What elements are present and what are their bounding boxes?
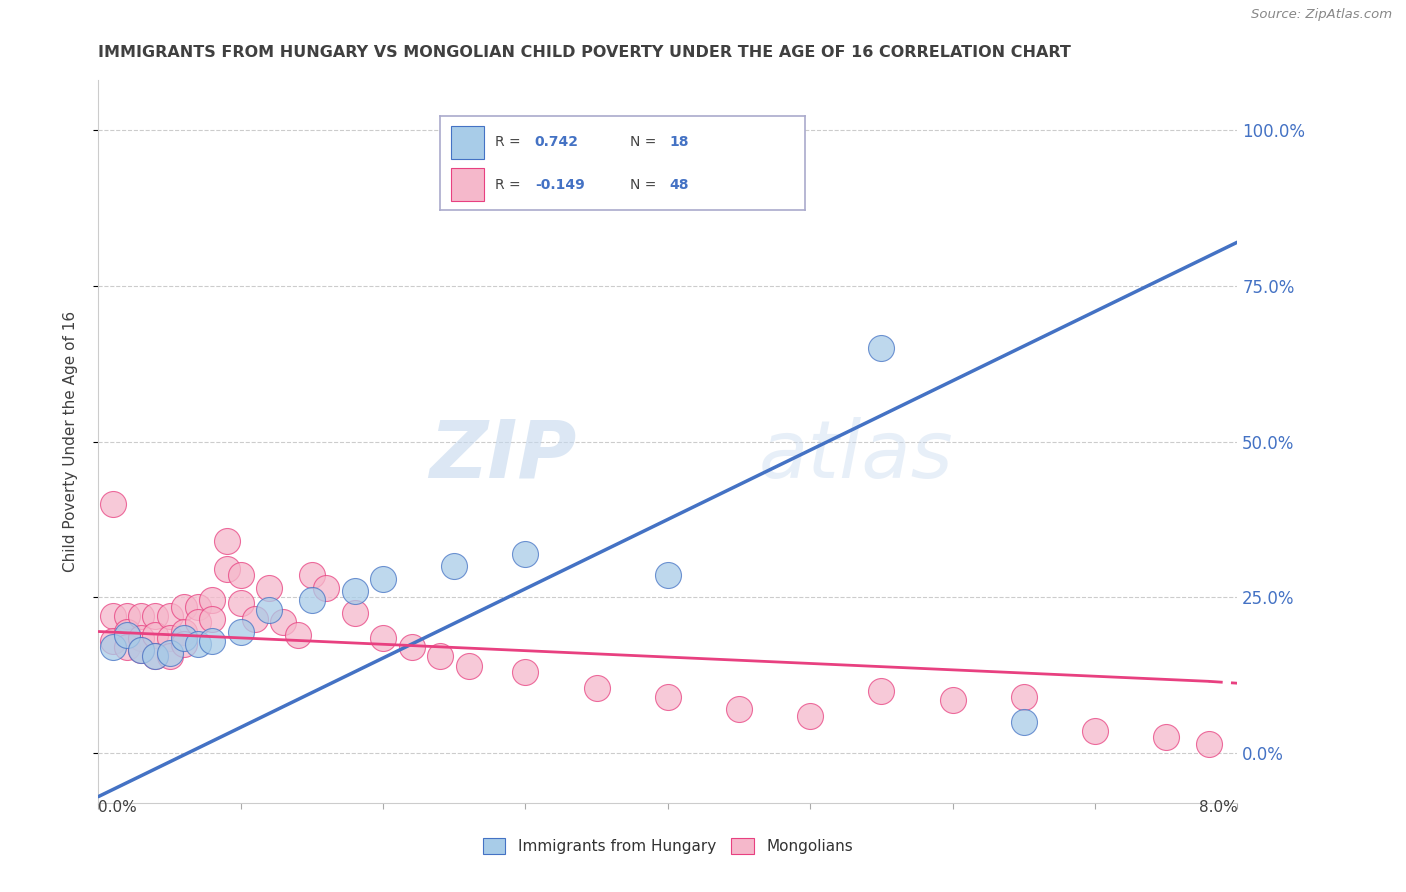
Point (129, 643, 152, 657)
Point (1198, 737, 1220, 751)
Point (159, 631, 181, 645)
Point (1012, 714, 1035, 729)
Point (287, 627, 309, 641)
Point (187, 615, 209, 630)
Point (401, 640, 423, 654)
Point (429, 649, 451, 664)
Point (201, 633, 224, 648)
Point (115, 624, 138, 639)
Point (259, 603, 281, 617)
Text: IMMIGRANTS FROM HUNGARY VS MONGOLIAN CHILD POVERTY UNDER THE AGE OF 16 CORRELATI: IMMIGRANTS FROM HUNGARY VS MONGOLIAN CHI… (98, 45, 1071, 60)
Point (201, 593, 224, 607)
Point (371, 572, 394, 586)
Point (145, 609, 167, 624)
Point (457, 658, 479, 673)
Point (145, 627, 167, 641)
Point (145, 649, 167, 664)
Text: 8.0%: 8.0% (1198, 800, 1237, 815)
Point (515, 665, 537, 679)
Point (301, 568, 323, 582)
Point (129, 609, 152, 624)
Point (301, 593, 323, 607)
Point (870, 683, 893, 698)
Point (215, 562, 238, 576)
Point (657, 568, 679, 582)
Point (201, 612, 224, 626)
Point (371, 631, 394, 645)
Point (101, 609, 124, 624)
Point (129, 643, 152, 657)
Point (1084, 724, 1107, 739)
Point (173, 624, 195, 639)
Y-axis label: Child Poverty Under the Age of 16: Child Poverty Under the Age of 16 (63, 311, 77, 572)
Point (799, 708, 821, 723)
Point (343, 584, 366, 599)
Point (187, 637, 209, 651)
Point (173, 631, 195, 645)
Point (585, 681, 607, 695)
Point (229, 624, 252, 639)
Point (173, 599, 195, 614)
Point (159, 646, 181, 660)
Point (515, 547, 537, 561)
Point (273, 615, 295, 630)
Point (870, 341, 893, 355)
Point (129, 631, 152, 645)
Point (728, 702, 751, 716)
Point (1154, 731, 1177, 745)
Point (187, 599, 209, 614)
Point (315, 581, 337, 595)
Point (343, 606, 366, 620)
Point (215, 534, 238, 549)
Point (115, 609, 138, 624)
Point (243, 612, 266, 626)
Text: atlas: atlas (759, 417, 953, 495)
Point (1012, 690, 1035, 704)
Point (259, 581, 281, 595)
Point (115, 640, 138, 654)
Point (657, 690, 679, 704)
Point (173, 637, 195, 651)
Point (159, 649, 181, 664)
Legend: Immigrants from Hungary, Mongolians: Immigrants from Hungary, Mongolians (477, 832, 859, 860)
Point (101, 497, 124, 511)
Point (229, 568, 252, 582)
Point (101, 640, 124, 654)
Text: ZIP: ZIP (429, 417, 576, 495)
Point (942, 693, 965, 707)
Point (101, 633, 124, 648)
Text: 0.0%: 0.0% (98, 800, 138, 815)
Point (229, 597, 252, 611)
Point (159, 609, 181, 624)
Point (443, 559, 465, 574)
Point (115, 627, 138, 641)
Text: Source: ZipAtlas.com: Source: ZipAtlas.com (1251, 8, 1392, 21)
Point (145, 649, 167, 664)
